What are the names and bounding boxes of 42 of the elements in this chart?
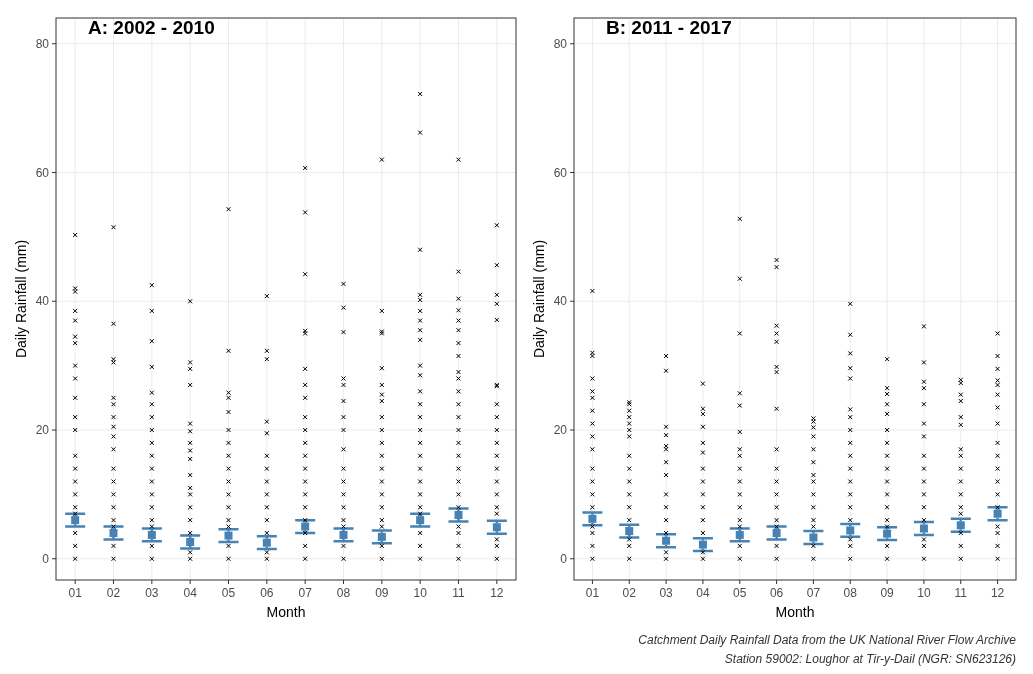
- chart-title: A: 2002 - 2010: [88, 17, 215, 38]
- x-tick-label: 06: [260, 586, 274, 600]
- x-tick-label: 10: [413, 586, 428, 600]
- x-tick-label: 08: [336, 586, 351, 600]
- x-tick-label: 08: [843, 586, 858, 600]
- y-tick-label: 80: [553, 36, 568, 51]
- x-tick-label: 07: [298, 586, 313, 600]
- x-tick-label: 09: [880, 586, 895, 600]
- y-tick-label: 0: [560, 551, 568, 566]
- y-tick-label: 60: [35, 165, 50, 180]
- x-tick-label: 12: [990, 586, 1005, 600]
- x-tick-label: 02: [106, 586, 121, 600]
- x-tick-label: 12: [490, 586, 504, 600]
- x-tick-label: 09: [375, 586, 389, 600]
- x-tick-label: 04: [696, 586, 710, 600]
- y-axis-title: Daily Rainfall (mm): [13, 239, 29, 359]
- x-tick-label: 11: [954, 586, 968, 600]
- x-tick-label: 01: [585, 586, 600, 600]
- text: Catchment Daily Rainfall Data from the UK National River Flow Archive: [638, 633, 1017, 647]
- x-tick-label: 07: [806, 586, 821, 600]
- y-tick-label: 0: [42, 551, 50, 566]
- x-tick-label: 01: [68, 586, 83, 600]
- y-tick-label: 20: [35, 423, 50, 438]
- x-tick-label: 02: [622, 586, 637, 600]
- x-tick-label: 03: [145, 586, 159, 600]
- y-tick-label: 80: [35, 36, 50, 51]
- x-tick-label: 06: [769, 586, 784, 600]
- x-tick-label: 05: [733, 586, 747, 600]
- x-axis-title: Month: [775, 604, 815, 620]
- x-tick-label: 10: [917, 586, 931, 600]
- y-tick-label: 40: [553, 294, 568, 309]
- y-tick-label: 20: [553, 423, 568, 438]
- chart-title: B: 2011 - 2017: [606, 17, 732, 38]
- x-tick-label: 05: [221, 586, 236, 600]
- y-tick-label: 60: [553, 165, 568, 180]
- y-tick-label: 40: [35, 294, 50, 309]
- text: Station 59002: Loughor at Tir-y-Dail (NGR: SN623126): [724, 652, 1016, 666]
- x-tick-label: 04: [183, 586, 198, 600]
- x-tick-label: 03: [659, 586, 674, 600]
- x-tick-label: 11: [452, 586, 466, 600]
- x-axis-title: Month: [266, 604, 306, 620]
- y-axis-title: Daily Rainfall (mm): [531, 239, 547, 359]
